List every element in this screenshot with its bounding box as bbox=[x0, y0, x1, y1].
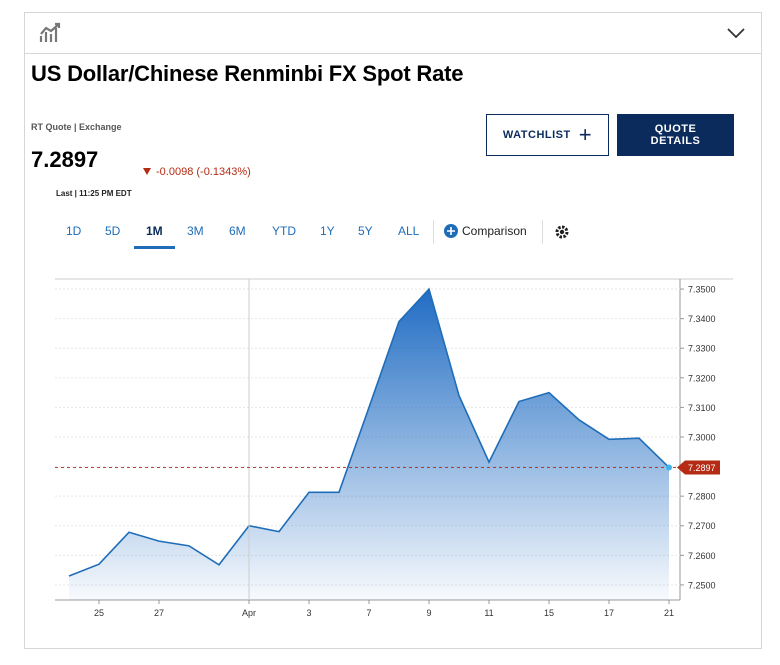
range-tab[interactable]: ALL bbox=[398, 224, 420, 238]
watchlist-label: WATCHLIST bbox=[502, 129, 571, 141]
x-tick-label: 3 bbox=[306, 608, 311, 618]
chart-icon bbox=[39, 22, 61, 42]
x-tick-label: 11 bbox=[484, 608, 493, 618]
y-tick-label: 7.3300 bbox=[688, 344, 716, 354]
tab-underline bbox=[134, 246, 175, 249]
y-tick-label: 7.2800 bbox=[688, 492, 716, 502]
price-line bbox=[68, 287, 670, 577]
last-time: Last | 11:25 PM EDT bbox=[56, 189, 132, 198]
comparison-icon[interactable] bbox=[444, 224, 458, 238]
y-tick-label: 7.3200 bbox=[688, 373, 716, 383]
source: RT Quote | Exchange bbox=[31, 122, 122, 132]
y-tick-label: 7.2700 bbox=[688, 521, 716, 531]
range-tab[interactable]: YTD bbox=[272, 224, 296, 238]
down-arrow bbox=[143, 168, 151, 175]
y-tick-label: 7.3100 bbox=[688, 403, 716, 413]
title: US Dollar/Chinese Renminbi FX Spot Rate bbox=[31, 61, 464, 86]
settings-icon[interactable] bbox=[554, 224, 570, 240]
x-tick-label: 21 bbox=[664, 608, 674, 618]
range-tab[interactable]: 5D bbox=[105, 224, 121, 238]
x-tick-label: Apr bbox=[242, 608, 256, 618]
x-tick-label: 17 bbox=[604, 608, 614, 618]
last-price-tag bbox=[677, 460, 720, 475]
price: 7.2897 bbox=[31, 147, 99, 172]
last-point bbox=[666, 464, 672, 471]
y-tick-label: 7.3400 bbox=[688, 314, 716, 324]
price-change: -0.0098 (-0.1343%) bbox=[156, 166, 251, 178]
range-tab[interactable]: 6M bbox=[229, 224, 246, 238]
x-tick-label: 27 bbox=[154, 608, 164, 618]
range-tab[interactable]: 3M bbox=[187, 224, 204, 238]
range-tab[interactable]: 1Y bbox=[320, 224, 335, 238]
quote-details-button[interactable]: QUOTE DETAILS bbox=[617, 114, 734, 156]
y-tick-label: 7.2600 bbox=[688, 551, 716, 561]
collapse-chevron[interactable] bbox=[727, 27, 745, 39]
y-tick-label: 7.3000 bbox=[688, 432, 716, 442]
last-price-label: 7.2897 bbox=[688, 463, 716, 473]
separator bbox=[542, 220, 543, 244]
x-tick-label: 9 bbox=[426, 608, 431, 618]
y-tick-label: 7.3500 bbox=[688, 285, 716, 295]
range-tab[interactable]: 5Y bbox=[358, 224, 373, 238]
x-tick-label: 15 bbox=[544, 608, 554, 618]
x-tick-label: 25 bbox=[94, 608, 104, 618]
top-bar bbox=[25, 13, 761, 54]
range-tab[interactable]: 1M bbox=[134, 224, 175, 249]
y-tick-label: 7.2500 bbox=[688, 580, 716, 590]
plus-icon: + bbox=[578, 122, 593, 147]
card bbox=[24, 12, 762, 649]
watchlist-button[interactable]: WATCHLIST + bbox=[486, 114, 609, 156]
range-tab[interactable]: 1D bbox=[66, 224, 82, 238]
x-tick-label: 7 bbox=[366, 608, 371, 618]
comparison-button[interactable]: Comparison bbox=[462, 224, 527, 238]
separator bbox=[433, 220, 434, 244]
area-fill bbox=[69, 289, 669, 600]
